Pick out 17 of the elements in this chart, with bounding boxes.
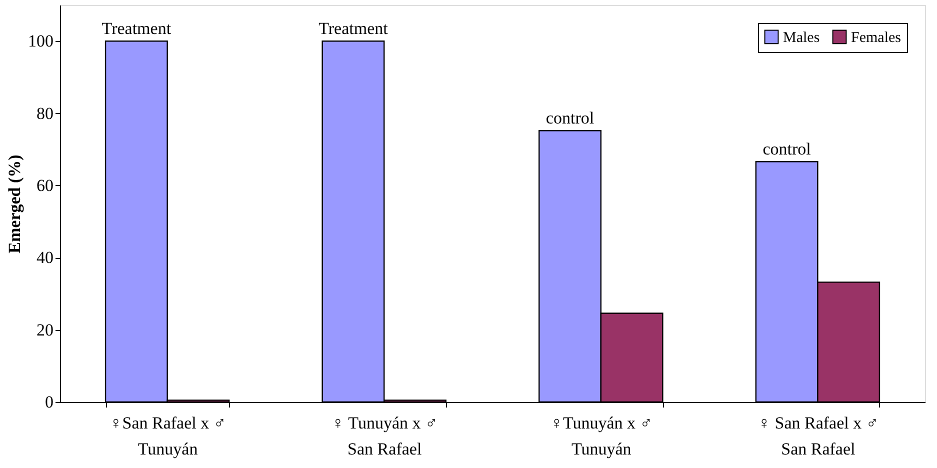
x-tick-label: ♀ Tunuyán x ♂ San Rafael [331, 414, 438, 458]
x-tick-label: ♀Tunuyán x ♂ Tunuyán [550, 414, 653, 458]
y-tick-label: 100 [28, 32, 54, 51]
legend-label: Females [851, 30, 902, 46]
legend-label: Males [783, 30, 820, 46]
y-axis-title: Emerged (%) [5, 154, 24, 254]
y-tick-label: 60 [36, 176, 54, 195]
annotation: control [762, 140, 812, 159]
y-tick-label: 40 [36, 248, 54, 268]
annotation: Treatment [318, 19, 388, 38]
x-tick-label: ♀ San Rafael x ♂ San Rafael [758, 414, 879, 458]
y-tick-label: 80 [36, 104, 54, 123]
annotation: Treatment [102, 19, 172, 38]
annotation: control [546, 108, 594, 128]
y-tick-label: 20 [36, 320, 54, 340]
x-tick-label: ♀San Rafael x ♂ Tunuyán [110, 414, 226, 458]
y-tick-label: 0 [45, 392, 54, 412]
